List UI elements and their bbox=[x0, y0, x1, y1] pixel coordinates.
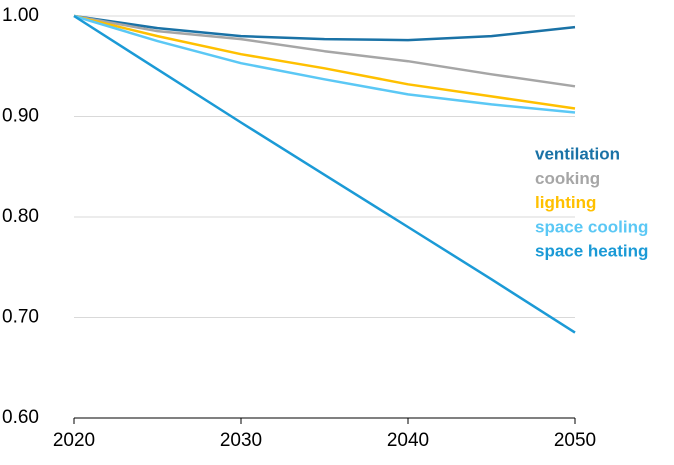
x-tick-label: 2020 bbox=[53, 430, 95, 451]
x-tick-label: 2040 bbox=[387, 430, 429, 451]
x-tick-label: 2030 bbox=[220, 430, 262, 451]
x-tick-label: 2050 bbox=[554, 430, 596, 451]
y-tick-label: 0.80 bbox=[2, 206, 39, 227]
series-line bbox=[73, 14, 576, 88]
legend-label: space heating bbox=[535, 242, 648, 261]
legend-label: ventilation bbox=[535, 144, 620, 163]
legend-label: cooking bbox=[535, 169, 600, 188]
series-line bbox=[73, 14, 576, 334]
legend-label: lighting bbox=[535, 193, 596, 212]
y-tick-label: 0.90 bbox=[2, 106, 39, 127]
series-line bbox=[73, 14, 576, 114]
series-line bbox=[73, 14, 576, 42]
legend-label: space cooling bbox=[535, 217, 648, 236]
series-line bbox=[73, 14, 576, 110]
y-tick-label: 1.00 bbox=[2, 5, 39, 26]
y-tick-label: 0.70 bbox=[2, 307, 39, 328]
y-tick-label: 0.60 bbox=[2, 407, 39, 428]
